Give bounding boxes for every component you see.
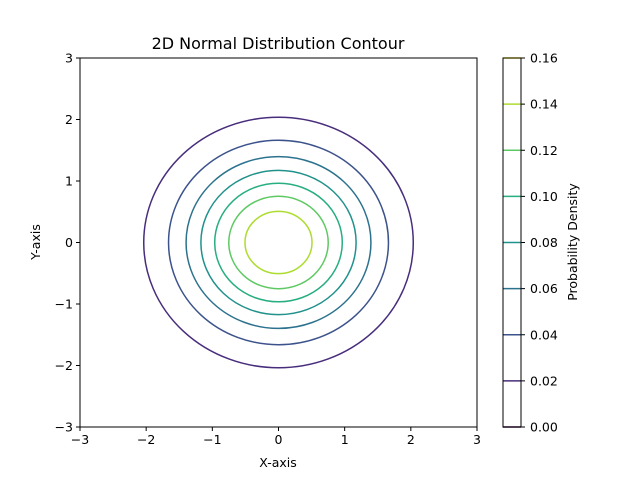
colorbar-tick-label: 0.10 [530,189,558,204]
plot-frame [79,57,478,428]
colorbar-level-lines [503,57,521,428]
x-tick-label: −1 [203,432,221,447]
contour-lines [142,116,415,369]
x-tick-label: 1 [341,432,349,447]
x-tick-label: 2 [407,432,415,447]
colorbar-tick-label: 0.04 [530,327,558,342]
contour-line [200,169,357,316]
colorbar-tick-label: 0.02 [530,373,558,388]
x-tick-label: −3 [71,432,89,447]
colorbar-tick-label: 0.16 [530,51,558,66]
colorbar-ticks: 0.00 0.02 0.04 0.06 0.08 0.10 0.12 0.14 0.16 [521,51,558,435]
y-tick-label: 1 [65,174,73,189]
x-tick-label: 3 [473,432,481,447]
contour-line [185,155,372,330]
y-tick-label: 2 [65,112,73,127]
colorbar-tick-label: 0.08 [530,235,558,250]
y-axis-label: Y-axis [28,224,43,261]
x-tick-label: 0 [275,432,283,447]
colorbar-tick-label: 0.06 [530,281,558,296]
colorbar: 0.00 0.02 0.04 0.06 0.08 0.10 0.12 0.14 0.16 Pro… [502,51,580,435]
chart-title: 2D Normal Distribution Contour [152,34,405,53]
y-tick-label: 3 [65,51,73,66]
contour-line [213,182,344,303]
x-axis-ticks: −3 −2 −1 0 1 2 3 [71,427,481,447]
contour-line [142,116,415,369]
contour-line [244,210,313,275]
contour-line [228,195,329,290]
y-tick-label: −3 [55,420,73,435]
colorbar-tick-label: 0.14 [530,97,558,112]
y-tick-label: 0 [65,235,73,250]
y-tick-label: −1 [55,297,73,312]
y-tick-label: −2 [55,358,73,373]
colorbar-label: Probability Density [565,183,580,301]
contour-line [167,139,390,346]
y-axis-ticks: −3 −2 −1 0 1 2 3 [55,51,80,435]
x-tick-label: −2 [137,432,155,447]
x-axis-label: X-axis [259,455,297,470]
colorbar-tick-label: 0.12 [530,143,558,158]
colorbar-tick-label: 0.00 [530,420,558,435]
